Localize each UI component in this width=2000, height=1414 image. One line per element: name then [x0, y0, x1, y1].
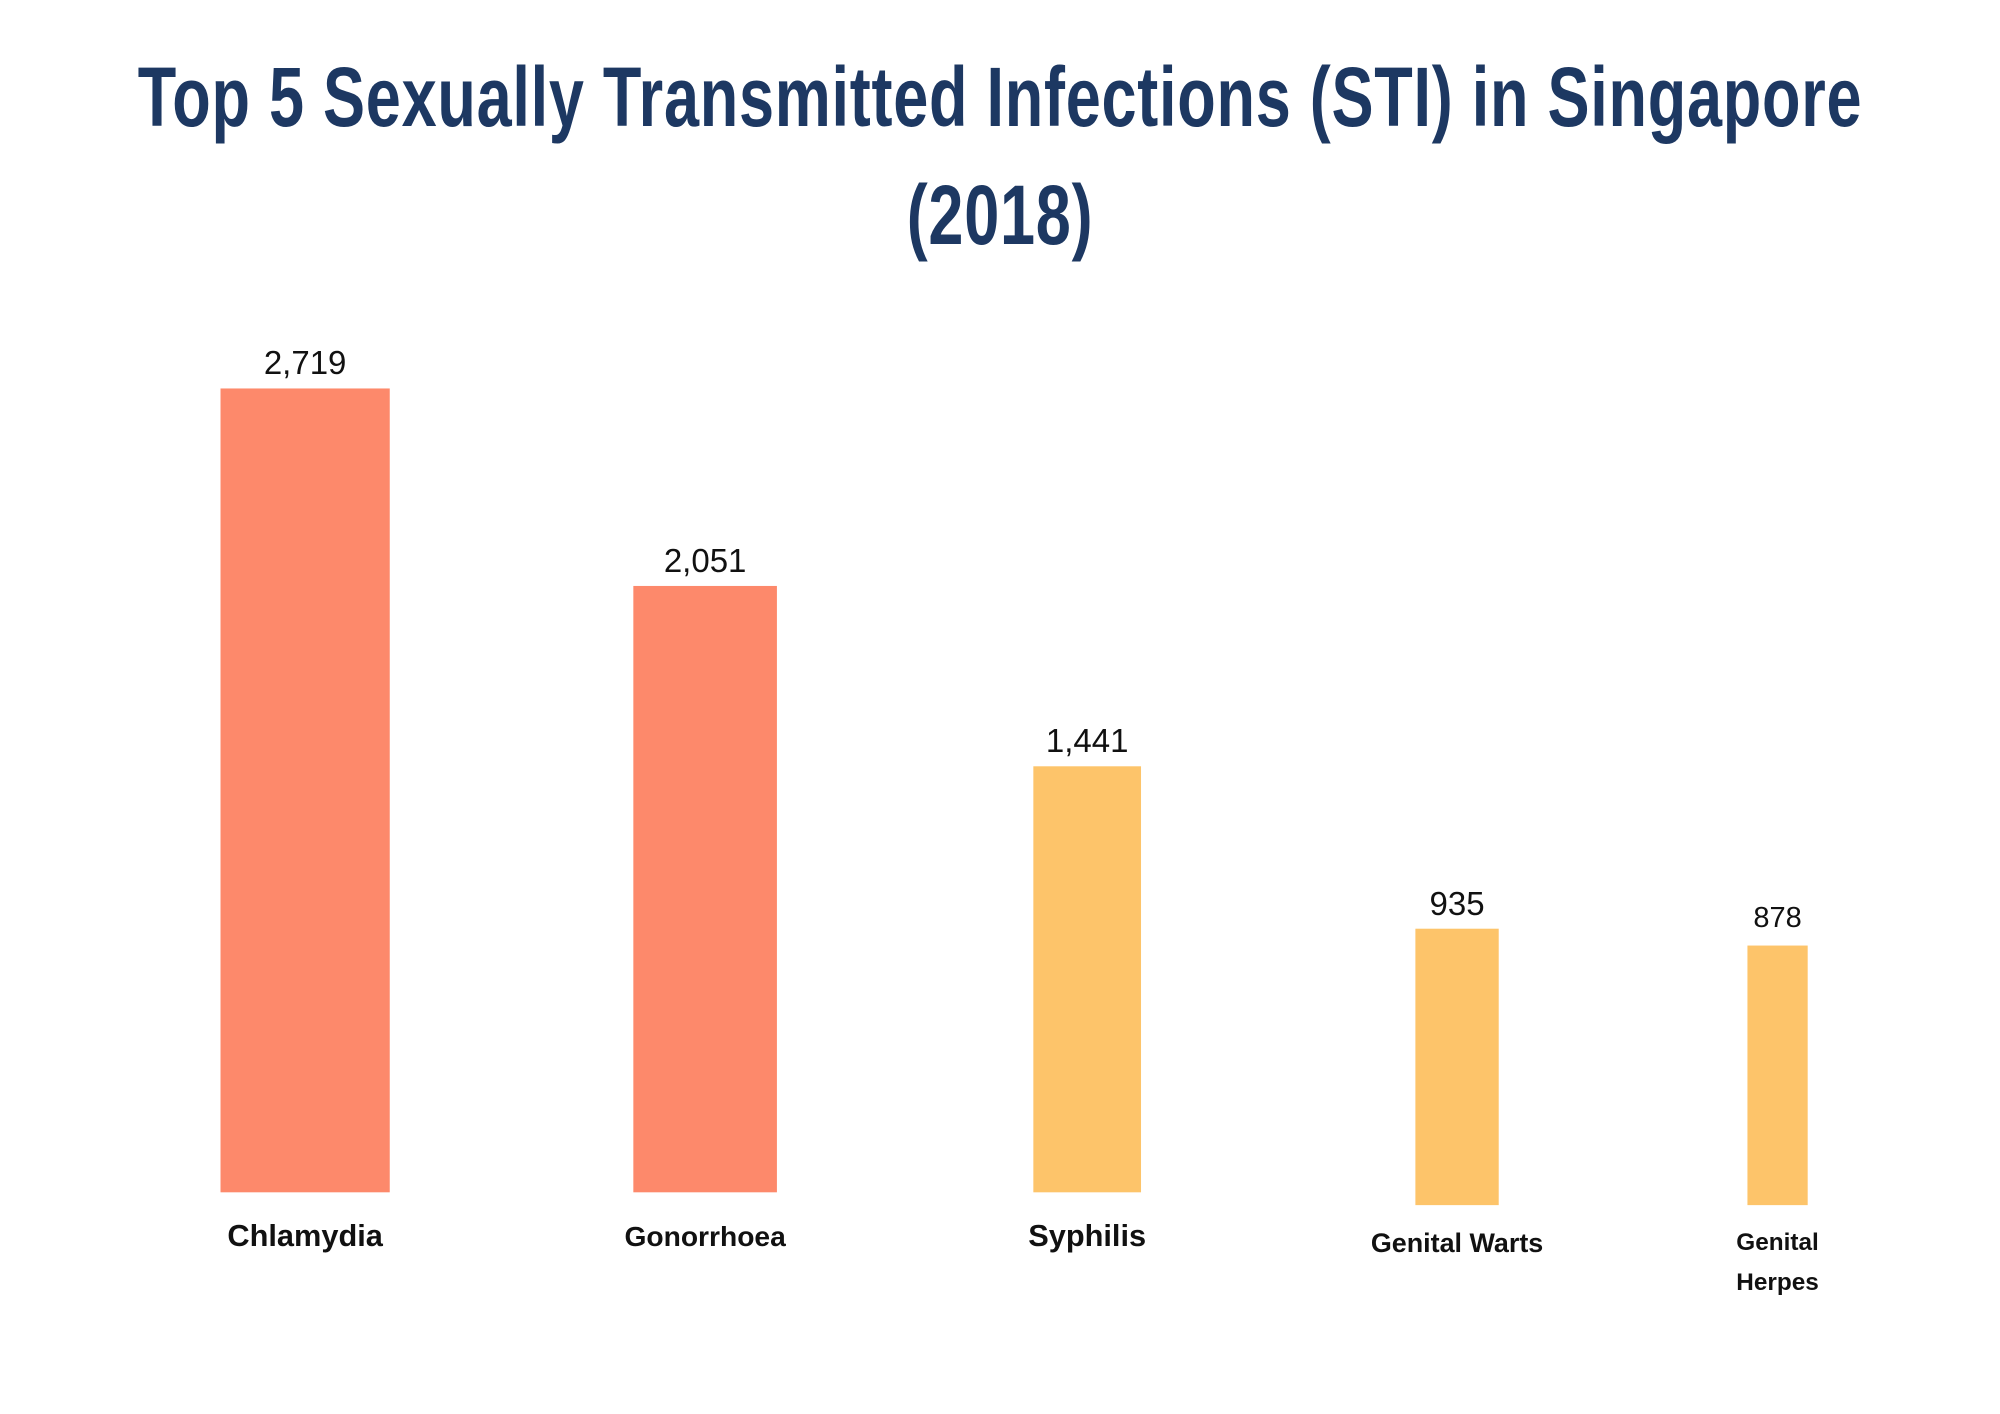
x-tick-label: Genital Warts	[1370, 1228, 1544, 1259]
value-label: 2,051	[663, 541, 747, 579]
bar	[1415, 928, 1499, 1206]
x-tick-label: Syphilis	[1028, 1218, 1147, 1254]
x-tick-label: Genital Herpes	[1736, 1229, 1819, 1297]
bar	[1033, 766, 1142, 1193]
value-label: 935	[1429, 884, 1485, 922]
value-label: 1,441	[1045, 722, 1129, 760]
bar	[1747, 945, 1808, 1206]
value-label: 2,719	[263, 344, 347, 382]
bar	[633, 585, 777, 1193]
value-label: 878	[1753, 901, 1802, 934]
x-tick-label: Chlamydia	[227, 1218, 383, 1254]
bar	[220, 388, 390, 1193]
x-tick-label: Gonorrhoea	[624, 1220, 786, 1253]
chart-title: Top 5 Sexually Transmitted Infections (S…	[137, 50, 1863, 262]
